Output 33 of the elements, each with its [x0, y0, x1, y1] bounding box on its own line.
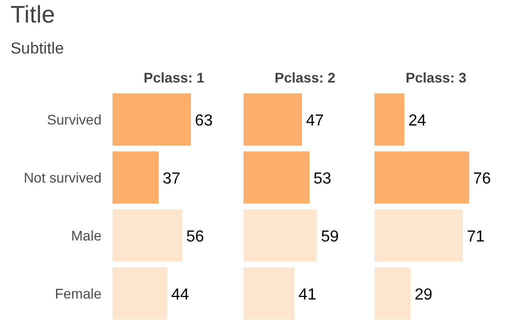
- text: Title: [10, 2, 55, 28]
- text: Subtitle: [10, 40, 64, 58]
- data-label: 59: [320, 228, 339, 246]
- bar: [244, 209, 317, 262]
- y-tick-label: Not survived: [24, 170, 102, 186]
- data-label: 29: [414, 286, 432, 304]
- data-label: 53: [313, 170, 332, 188]
- chart-title: Pclass: 1: [144, 70, 205, 86]
- data-label: 41: [298, 286, 316, 304]
- bar: [244, 93, 302, 146]
- data-label: 76: [473, 170, 492, 188]
- bar: [112, 209, 182, 262]
- bar: [244, 267, 295, 320]
- bar: [112, 267, 168, 320]
- data-label: 47: [306, 112, 324, 130]
- chart-title: Pclass: 2: [274, 70, 336, 86]
- data-label: 44: [171, 286, 190, 304]
- data-label: 56: [186, 228, 204, 246]
- bar: [374, 267, 411, 320]
- data-label: 71: [466, 228, 485, 246]
- y-tick-label: Survived: [47, 112, 102, 128]
- bar: [112, 151, 159, 204]
- bar: [374, 151, 470, 204]
- chart-title: Pclass: 3: [406, 70, 467, 86]
- data-label: 24: [408, 112, 426, 130]
- bar: [112, 93, 191, 146]
- data-label: 63: [194, 112, 213, 130]
- bar: [374, 209, 463, 262]
- data-label: 37: [162, 170, 180, 188]
- y-tick-label: Male: [71, 228, 102, 244]
- y-tick-label: Female: [54, 286, 102, 302]
- bar: [374, 93, 404, 146]
- bar: [244, 151, 310, 204]
